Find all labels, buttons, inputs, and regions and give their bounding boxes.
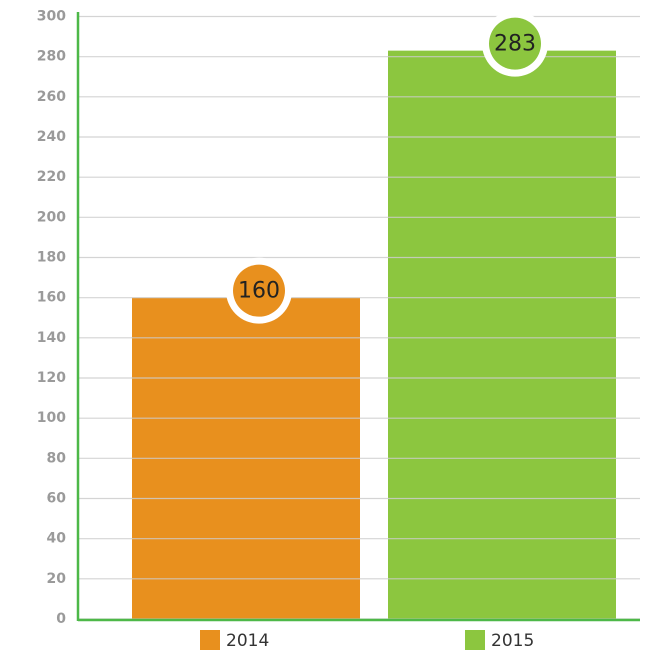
y-tick-label: 100 [37,410,66,426]
y-tick-label: 160 [37,290,66,306]
y-tick-label: 120 [37,370,66,386]
y-tick-label: 220 [37,169,66,185]
y-tick-label: 40 [47,531,67,547]
value-badge [233,264,285,317]
y-tick-label: 60 [47,491,67,507]
bar [388,50,616,620]
y-tick-label: 140 [37,330,66,346]
y-tick-label: 280 [37,49,66,65]
y-tick-label: 0 [56,611,66,627]
y-tick-label: 80 [47,450,67,466]
value-label: 160 [238,279,280,304]
legend-label: 2015 [491,631,534,651]
y-tick-label: 260 [37,89,66,105]
legend-swatch [200,630,220,650]
legend-swatch [465,630,485,650]
y-tick-label: 300 [37,9,66,25]
y-tick-label: 20 [47,571,67,587]
y-tick-label: 180 [37,250,66,266]
value-label: 283 [494,32,536,57]
legend-label: 2014 [226,631,269,651]
y-tick-label: 200 [37,209,66,225]
value-badge [489,17,541,70]
y-tick-label: 240 [37,129,66,145]
